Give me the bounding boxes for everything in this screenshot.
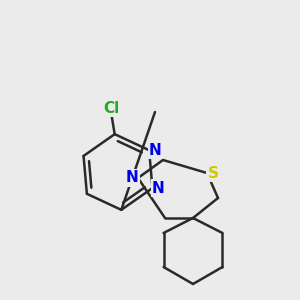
- Text: N: N: [149, 143, 161, 158]
- Text: N: N: [126, 170, 138, 185]
- Text: Cl: Cl: [103, 100, 120, 116]
- Text: S: S: [208, 166, 218, 181]
- Text: N: N: [152, 181, 165, 196]
